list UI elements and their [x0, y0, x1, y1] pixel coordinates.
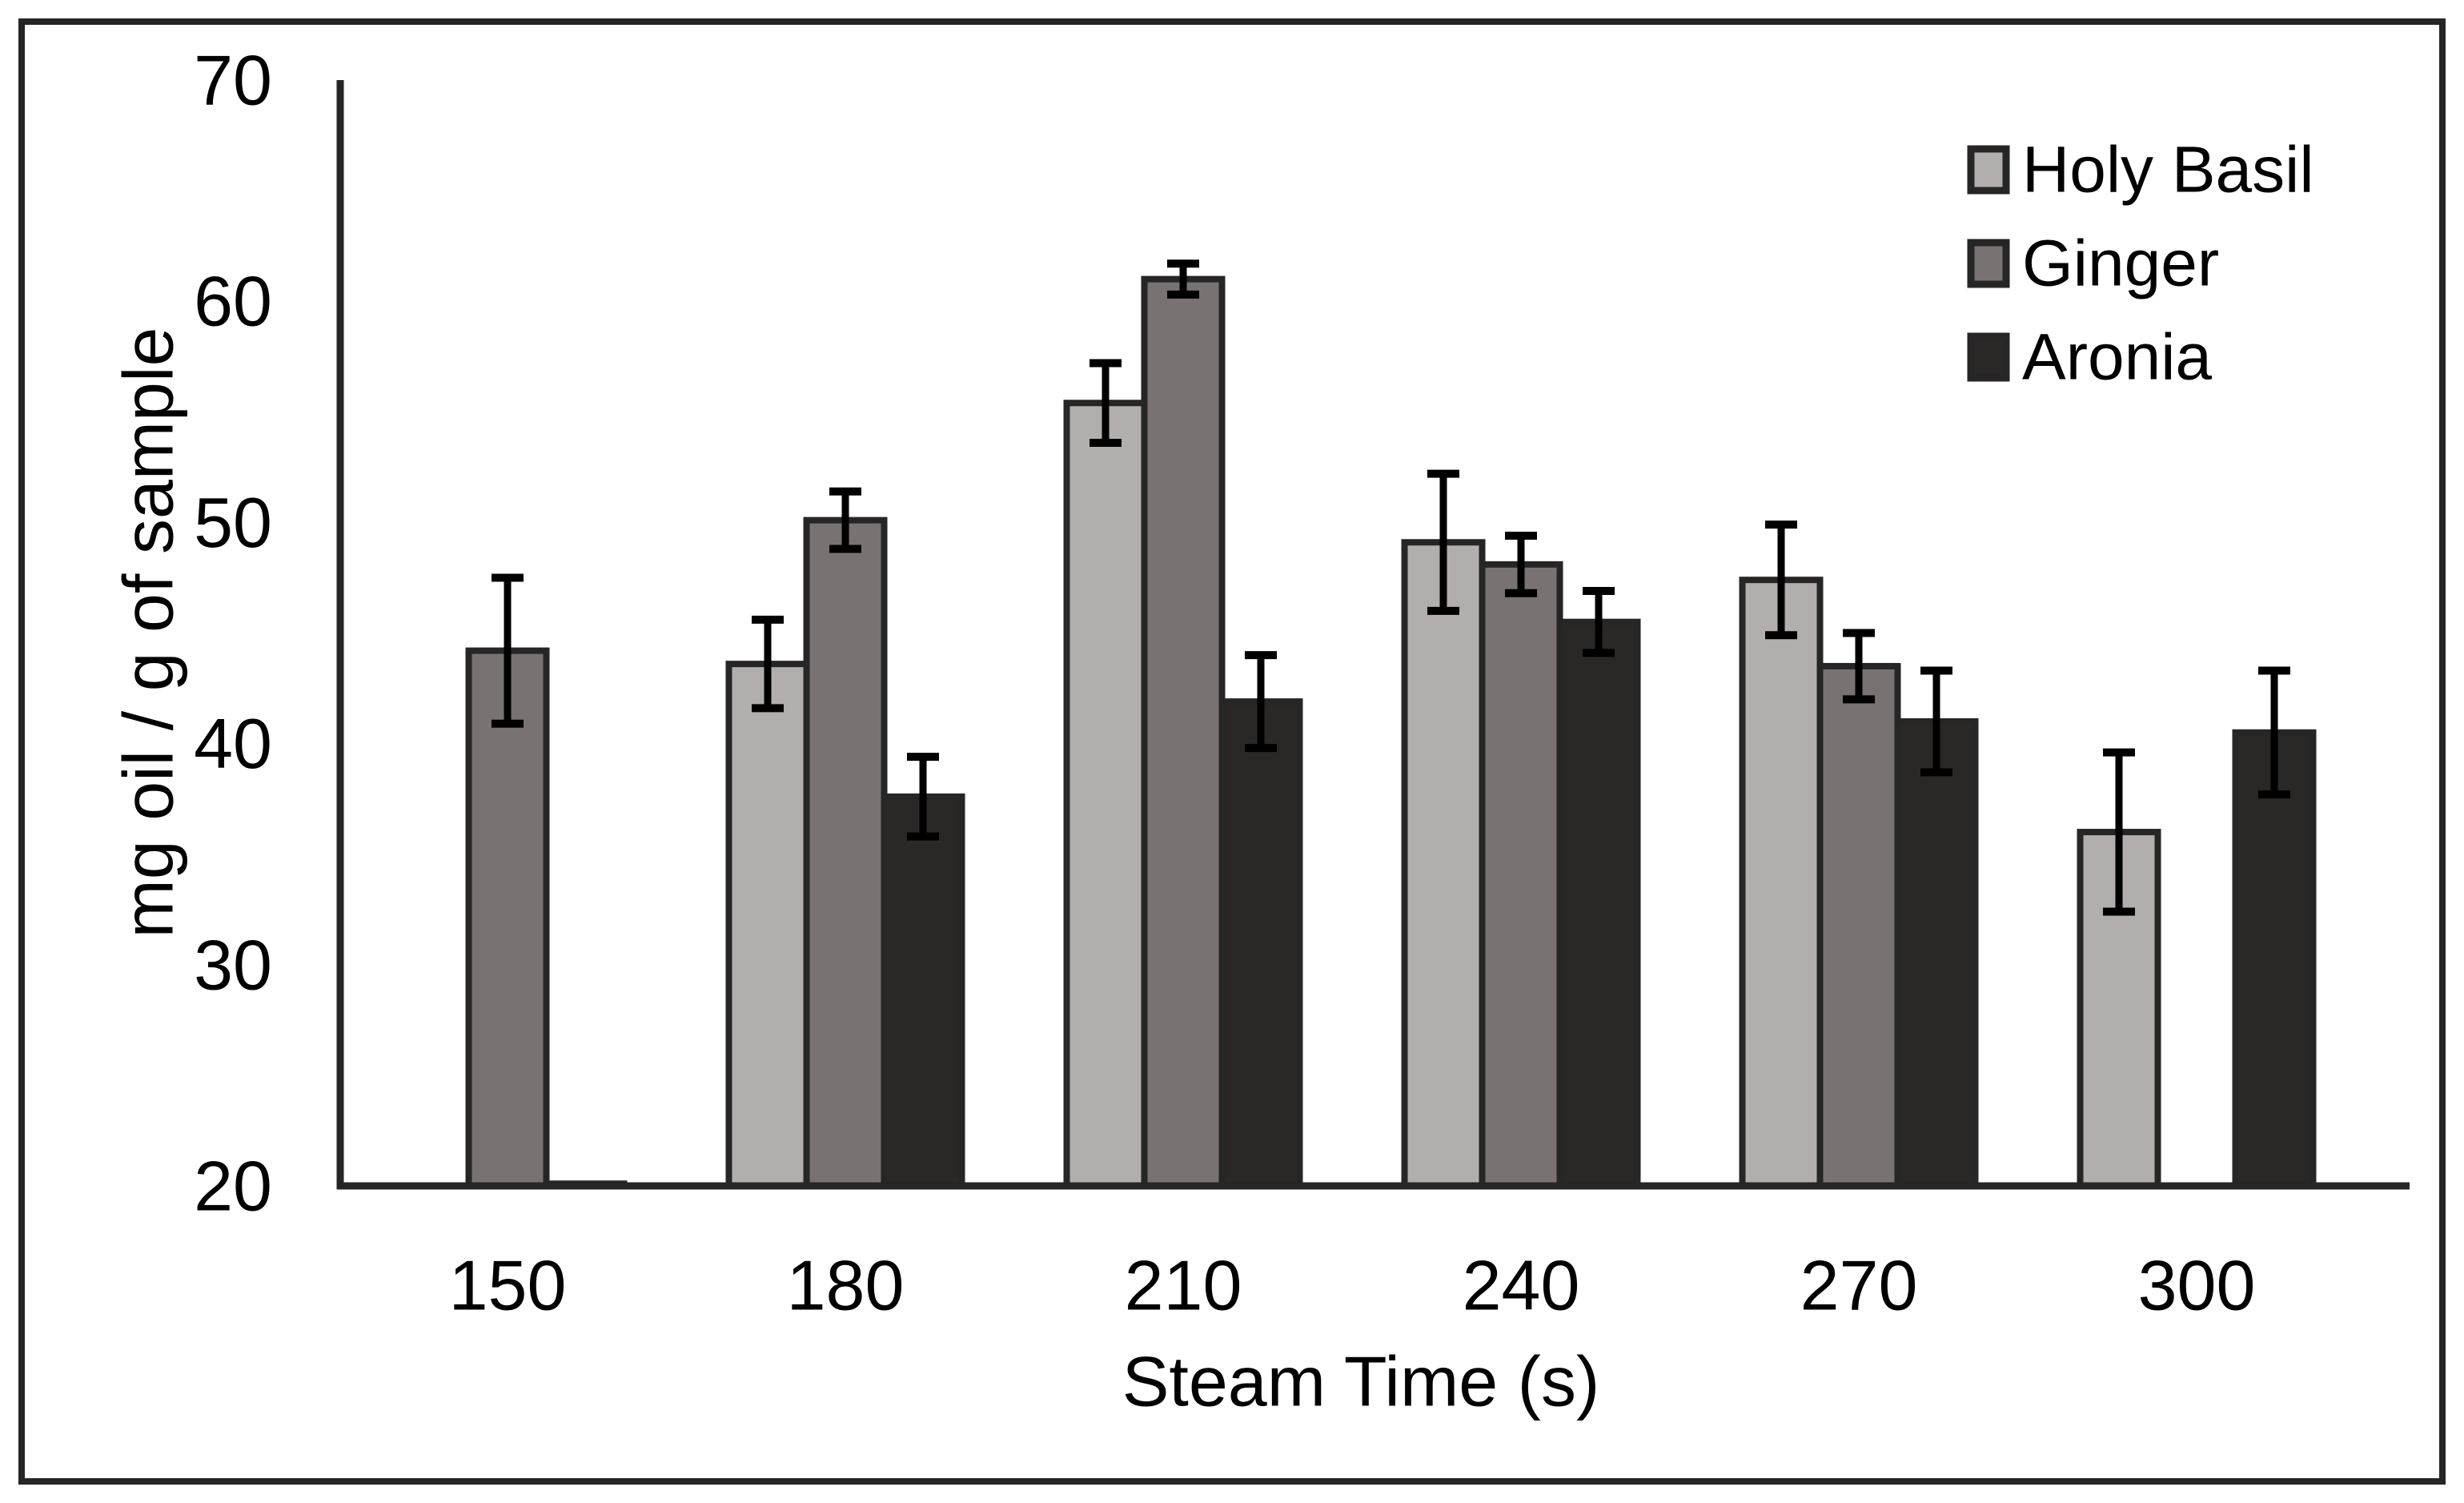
legend: Holy Basil Ginger Aronia: [1967, 134, 2314, 394]
error-bar-aronia-180: [907, 753, 939, 841]
error-bar-ginger-240: [1505, 531, 1537, 597]
error-bar-holy-basil-270: [1765, 520, 1797, 640]
bar-aronia-180: [881, 793, 965, 1189]
error-bars-layer: [492, 259, 2290, 916]
y-tick-label-70: 70: [194, 41, 272, 120]
bar-ginger-270: [1816, 662, 1901, 1189]
bar-aronia-300: [2232, 729, 2317, 1189]
bar-holy-basil-180: [725, 661, 810, 1189]
x-tick-label-150: 150: [449, 1246, 567, 1325]
y-tick-label-50: 50: [194, 483, 272, 562]
legend-swatch-ginger: [1967, 239, 2010, 288]
error-bar-aronia-210: [1245, 651, 1277, 753]
bar-ginger-240: [1479, 561, 1563, 1189]
error-bar-holy-basil-210: [1090, 359, 1122, 447]
bar-holy-basil-240: [1401, 539, 1486, 1189]
y-tick-label-20: 20: [194, 1147, 272, 1226]
legend-item-ginger: Ginger: [1967, 227, 2219, 300]
x-tick-label-270: 270: [1800, 1246, 1918, 1325]
y-tick-label-60: 60: [194, 262, 272, 341]
error-bar-ginger-150: [492, 573, 524, 728]
error-bar-holy-basil-180: [752, 615, 784, 713]
y-tick-labels: 20 30 40 50 60 70: [194, 41, 272, 1226]
legend-swatch-aronia: [1967, 332, 2010, 382]
bar-ginger-150: [465, 647, 550, 1189]
bar-ginger-180: [803, 516, 888, 1189]
bars-layer: [465, 275, 2317, 1190]
legend-label-holy-basil: Holy Basil: [2022, 134, 2314, 207]
error-bar-ginger-270: [1843, 629, 1875, 704]
legend-label-ginger: Ginger: [2022, 227, 2219, 300]
legend-swatch-holy-basil: [1967, 145, 2010, 195]
x-tick-label-240: 240: [1463, 1246, 1580, 1325]
y-tick-label-40: 40: [194, 704, 272, 783]
error-bar-holy-basil-300: [2103, 748, 2135, 916]
bar-holy-basil-210: [1063, 400, 1148, 1189]
error-bar-ginger-210: [1167, 259, 1199, 299]
bar-holy-basil-270: [1739, 577, 1824, 1189]
bar-aronia-240: [1556, 618, 1641, 1189]
legend-item-aronia: Aronia: [1967, 321, 2212, 394]
x-tick-label-210: 210: [1125, 1246, 1242, 1325]
y-axis-title: mg oil / g of sample: [109, 328, 188, 938]
error-bar-holy-basil-240: [1427, 469, 1459, 615]
legend-label-aronia: Aronia: [2022, 321, 2212, 394]
error-bar-ginger-180: [829, 487, 861, 553]
legend-item-holy-basil: Holy Basil: [1967, 134, 2314, 207]
bar-ginger-210: [1141, 275, 1226, 1190]
x-axis-title: Steam Time (s): [1122, 1342, 1600, 1421]
x-tick-label-300: 300: [2138, 1246, 2256, 1325]
error-bar-aronia-240: [1583, 587, 1615, 657]
chart-frame-border: [18, 18, 2446, 1485]
x-tick-label-180: 180: [787, 1246, 905, 1325]
bar-aronia-210: [1218, 698, 1303, 1189]
error-bar-aronia-300: [2258, 666, 2290, 799]
bar-aronia-270: [1894, 717, 1979, 1189]
error-bar-aronia-270: [1920, 666, 1952, 777]
x-tick-labels: 150 180 210 240 270 300: [449, 1246, 2256, 1325]
y-tick-label-30: 30: [194, 925, 272, 1004]
